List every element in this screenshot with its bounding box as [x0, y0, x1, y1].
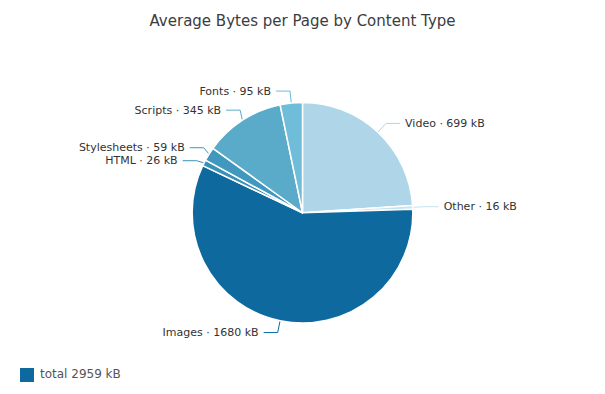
svg-text:Fonts · 95 kB: Fonts · 95 kB — [199, 85, 271, 98]
svg-text:Average Bytes per Page by Cont: Average Bytes per Page by Content Type — [149, 12, 455, 30]
svg-text:Video · 699 kB: Video · 699 kB — [405, 117, 485, 130]
svg-text:Other · 16 kB: Other · 16 kB — [444, 200, 517, 213]
svg-text:total 2959 kB: total 2959 kB — [40, 367, 121, 381]
svg-text:HTML · 26 kB: HTML · 26 kB — [105, 154, 178, 167]
svg-text:Images · 1680 kB: Images · 1680 kB — [163, 326, 259, 339]
svg-text:Stylesheets · 59 kB: Stylesheets · 59 kB — [79, 141, 185, 154]
svg-text:Scripts · 345 kB: Scripts · 345 kB — [135, 104, 222, 117]
